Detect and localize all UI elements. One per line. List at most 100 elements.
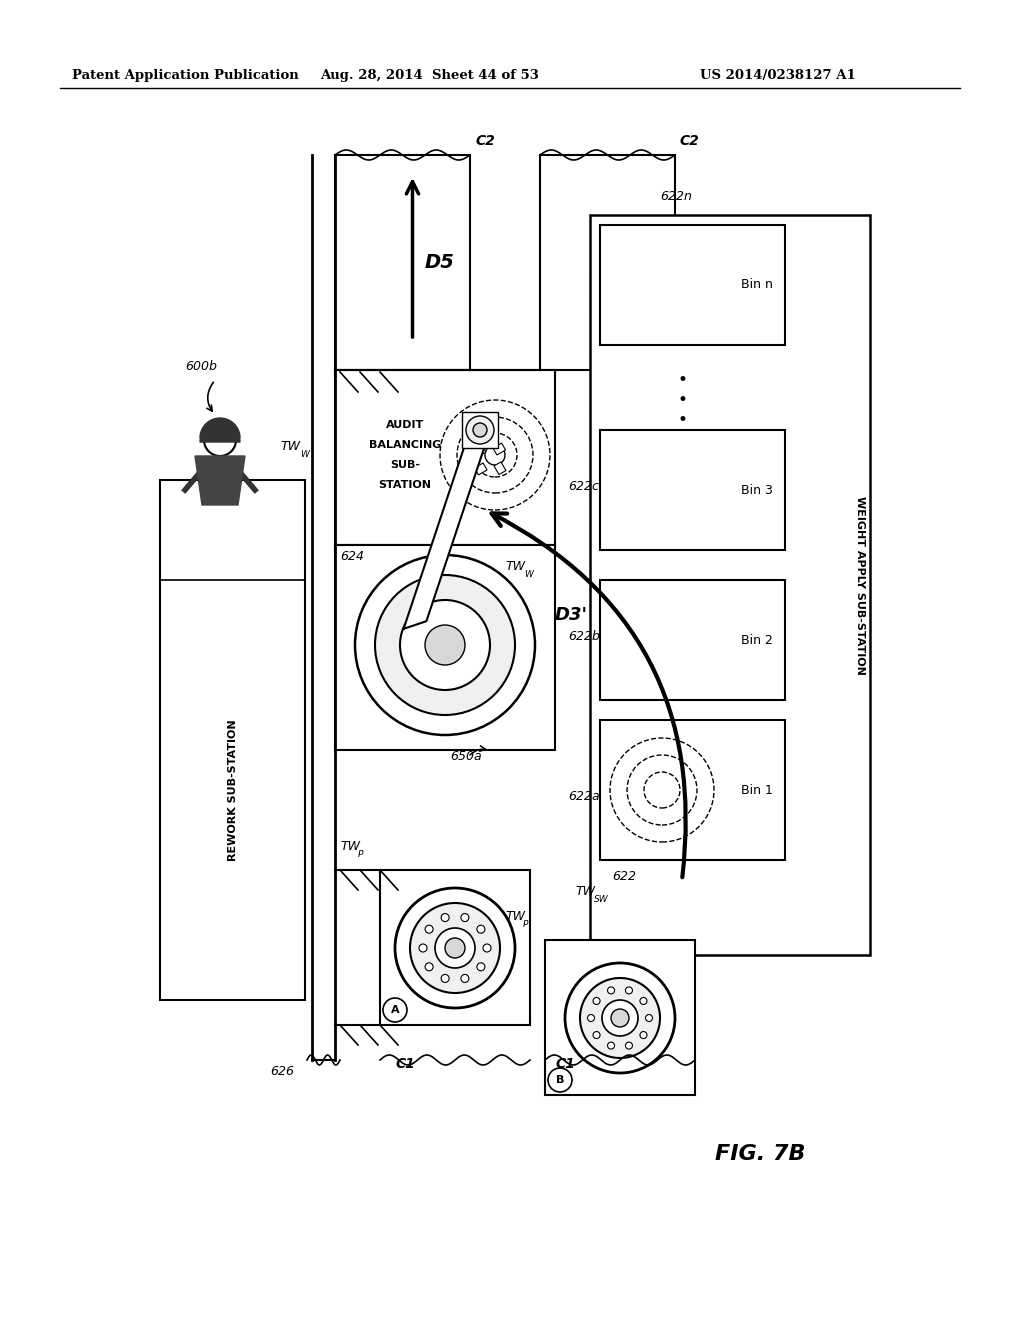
- Circle shape: [602, 1001, 638, 1036]
- Circle shape: [425, 624, 465, 665]
- Text: 650a: 650a: [450, 750, 481, 763]
- Text: SUB-: SUB-: [390, 459, 420, 470]
- Circle shape: [640, 1031, 647, 1039]
- Text: •: •: [678, 411, 687, 429]
- Circle shape: [383, 998, 407, 1022]
- Text: B: B: [556, 1074, 564, 1085]
- Text: TW: TW: [340, 840, 360, 853]
- Text: US 2014/0238127 A1: US 2014/0238127 A1: [700, 69, 856, 82]
- Bar: [335, 154, 470, 370]
- Circle shape: [607, 1041, 614, 1049]
- Text: W: W: [300, 450, 309, 459]
- Circle shape: [461, 913, 469, 921]
- Text: C1: C1: [395, 1057, 415, 1071]
- Bar: [493, 444, 506, 455]
- Text: AUDIT: AUDIT: [386, 420, 424, 430]
- Bar: [474, 463, 487, 475]
- Text: SW: SW: [594, 895, 608, 904]
- Text: 600b: 600b: [185, 360, 217, 374]
- Circle shape: [425, 962, 433, 970]
- Circle shape: [466, 416, 494, 444]
- Bar: [540, 154, 675, 370]
- Circle shape: [626, 1041, 633, 1049]
- Bar: [462, 412, 498, 447]
- Text: Bin 2: Bin 2: [741, 634, 773, 647]
- Text: P: P: [523, 920, 528, 929]
- Text: TW: TW: [505, 909, 525, 923]
- Text: A: A: [391, 1005, 399, 1015]
- Text: Patent Application Publication: Patent Application Publication: [72, 69, 299, 82]
- Text: TW: TW: [280, 440, 300, 453]
- Circle shape: [483, 944, 490, 952]
- Circle shape: [588, 1015, 595, 1022]
- Circle shape: [477, 962, 485, 970]
- Circle shape: [611, 1008, 629, 1027]
- Circle shape: [204, 424, 236, 455]
- Bar: [494, 462, 506, 475]
- Text: 622b: 622b: [568, 630, 600, 643]
- Text: STATION: STATION: [379, 480, 431, 490]
- Text: 622a: 622a: [568, 789, 600, 803]
- Circle shape: [400, 601, 490, 690]
- Circle shape: [477, 925, 485, 933]
- Text: C1: C1: [555, 1057, 574, 1071]
- Text: WEIGHT APPLY SUB-STATION: WEIGHT APPLY SUB-STATION: [855, 495, 865, 675]
- Polygon shape: [200, 422, 240, 442]
- Text: D3': D3': [555, 606, 588, 624]
- Circle shape: [461, 974, 469, 982]
- Text: Bin n: Bin n: [741, 279, 773, 292]
- Text: •: •: [678, 371, 687, 389]
- Polygon shape: [403, 426, 492, 628]
- Text: C2: C2: [475, 135, 495, 148]
- Polygon shape: [200, 418, 240, 438]
- Bar: [474, 444, 486, 457]
- Text: 626: 626: [270, 1065, 294, 1078]
- Text: FIG. 7B: FIG. 7B: [715, 1144, 805, 1164]
- Bar: [335, 545, 555, 750]
- Circle shape: [607, 987, 614, 994]
- Bar: [160, 480, 305, 1001]
- Bar: [335, 370, 555, 545]
- Polygon shape: [195, 455, 245, 506]
- Circle shape: [640, 998, 647, 1005]
- Circle shape: [473, 422, 487, 437]
- Bar: [600, 224, 785, 345]
- Text: TW: TW: [575, 884, 595, 898]
- Circle shape: [425, 925, 433, 933]
- Text: Bin 3: Bin 3: [741, 483, 773, 496]
- Text: 622c: 622c: [568, 480, 599, 492]
- Circle shape: [375, 576, 515, 715]
- Circle shape: [435, 928, 475, 968]
- Circle shape: [580, 978, 660, 1059]
- Circle shape: [419, 944, 427, 952]
- Bar: [545, 940, 695, 1096]
- Bar: [590, 215, 870, 954]
- Text: 622n: 622n: [660, 190, 692, 203]
- Text: P: P: [358, 850, 364, 859]
- Circle shape: [441, 974, 450, 982]
- Bar: [600, 430, 785, 550]
- Circle shape: [410, 903, 500, 993]
- Text: Aug. 28, 2014  Sheet 44 of 53: Aug. 28, 2014 Sheet 44 of 53: [321, 69, 540, 82]
- Text: •: •: [678, 391, 687, 409]
- Text: 624: 624: [340, 550, 364, 564]
- Circle shape: [548, 1068, 572, 1092]
- Circle shape: [593, 1031, 600, 1039]
- Text: C2: C2: [680, 135, 699, 148]
- Bar: [600, 719, 785, 861]
- Text: W: W: [524, 570, 532, 579]
- Circle shape: [593, 998, 600, 1005]
- Text: TW: TW: [505, 560, 525, 573]
- Text: Bin 1: Bin 1: [741, 784, 773, 796]
- Circle shape: [395, 888, 515, 1008]
- Bar: [380, 870, 530, 1026]
- Bar: [600, 579, 785, 700]
- Circle shape: [626, 987, 633, 994]
- Text: D5: D5: [425, 253, 455, 272]
- Text: REWORK SUB-STATION: REWORK SUB-STATION: [227, 719, 238, 861]
- Circle shape: [645, 1015, 652, 1022]
- Circle shape: [445, 939, 465, 958]
- Text: 622: 622: [612, 870, 636, 883]
- Circle shape: [565, 964, 675, 1073]
- Circle shape: [441, 913, 450, 921]
